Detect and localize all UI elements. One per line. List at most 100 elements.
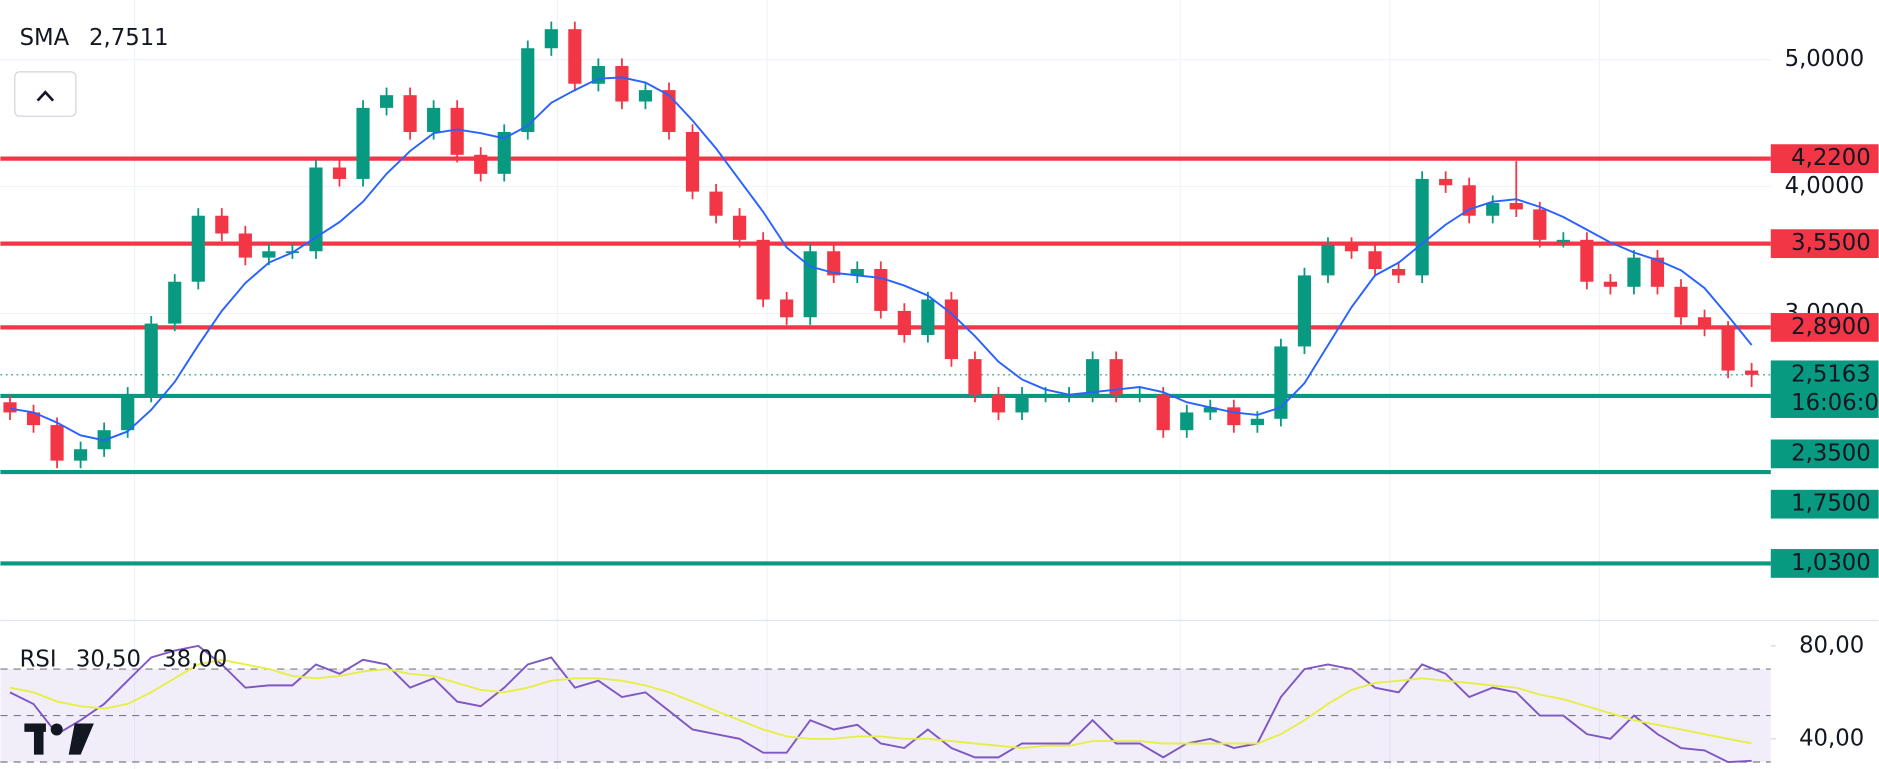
collapse-icon — [36, 90, 55, 102]
candle-body — [215, 215, 229, 234]
candle-body — [474, 154, 488, 174]
candle-body — [262, 251, 276, 258]
candle-body — [662, 90, 676, 132]
candle-body — [144, 323, 158, 395]
candle-body — [1227, 407, 1241, 426]
candle-body — [897, 310, 911, 336]
candle-body — [1086, 359, 1100, 395]
grid — [133, 0, 1601, 769]
candle-body — [615, 65, 629, 102]
candle-body — [191, 215, 205, 282]
candle-body — [1721, 328, 1735, 371]
price-label-box — [1770, 313, 1879, 342]
candle-body — [356, 107, 370, 179]
rsi-ma-value: 38,00 — [162, 646, 227, 672]
candle-body — [968, 359, 982, 395]
candle-body — [827, 251, 841, 276]
candle-body — [26, 412, 41, 426]
candle-body — [332, 167, 347, 179]
candle-body — [1368, 251, 1382, 270]
candle-body — [874, 269, 888, 311]
indicator-value: 2,7511 — [89, 25, 169, 51]
candle-body — [638, 90, 653, 102]
y-tick-label: 4,0000 — [1785, 173, 1865, 199]
candle-body — [780, 299, 794, 318]
candle-body — [568, 29, 582, 84]
plot — [0, 21, 1776, 764]
price-label-box — [1770, 144, 1879, 173]
candle-body — [238, 233, 252, 258]
y-tick-label: 80,00 — [1799, 632, 1864, 658]
candle-body — [3, 402, 17, 413]
candle-body — [168, 281, 182, 324]
candle-body — [1297, 275, 1312, 347]
candle-body — [1486, 203, 1500, 216]
rsi-line — [9, 644, 1752, 764]
level-label: 4,2200 — [1791, 145, 1871, 171]
level-label: 1,0300 — [1791, 550, 1871, 576]
price-label-box — [1770, 360, 1879, 418]
candle-body — [1650, 257, 1665, 287]
candle-body — [685, 131, 700, 192]
candle-body — [121, 394, 135, 431]
candle-body — [1133, 394, 1147, 397]
candle-body — [850, 269, 864, 276]
candle-body — [733, 215, 747, 240]
candle-body — [1344, 244, 1359, 252]
candle-body — [944, 299, 959, 360]
candle-body — [1180, 412, 1194, 431]
candle-body — [921, 299, 935, 336]
candle-body — [1015, 394, 1029, 413]
candle-body — [1603, 281, 1617, 287]
level-label: 3,5500 — [1791, 230, 1871, 256]
rsi-title: RSI — [20, 646, 57, 672]
price-label-box — [1770, 489, 1879, 519]
candle-body — [74, 449, 88, 461]
candle-body — [1462, 185, 1476, 216]
candle-body — [1392, 269, 1406, 276]
candle-body — [521, 48, 535, 132]
price-label-box — [1770, 549, 1879, 578]
candle-body — [1250, 418, 1264, 426]
candle-body — [1156, 394, 1170, 431]
candle-body — [1038, 394, 1053, 397]
candle-body — [1203, 407, 1217, 413]
candle-body — [991, 394, 1006, 413]
candle-body — [427, 107, 441, 132]
candle-body — [1697, 317, 1712, 329]
candle-body — [1321, 244, 1335, 276]
candle-body — [1439, 178, 1453, 186]
current-price-label: 2,5163 — [1791, 361, 1871, 387]
candle-body — [1674, 286, 1688, 318]
candle-body — [709, 191, 723, 216]
candle-body — [1533, 209, 1547, 240]
level-label: 1,7500 — [1791, 491, 1871, 517]
countdown-label: 16:06:0 — [1791, 390, 1879, 416]
candle-body — [1274, 346, 1288, 419]
candle-body — [379, 95, 394, 108]
rsi-value: 30,50 — [76, 646, 141, 672]
logo-part — [68, 723, 94, 755]
y-tick-label: 5,0000 — [1785, 46, 1865, 72]
price-label-box — [1770, 439, 1879, 469]
rsi-line — [9, 658, 1752, 750]
candle-body — [50, 425, 64, 461]
candle-body — [1556, 239, 1570, 242]
candle-body — [803, 251, 817, 318]
candle-body — [1745, 370, 1759, 375]
y-tick-label: 40,00 — [1799, 725, 1864, 751]
candle-body — [497, 131, 511, 174]
candle-body — [756, 239, 770, 300]
level-label: 2,3500 — [1791, 440, 1871, 466]
logo-part — [50, 723, 63, 736]
sma-line — [9, 76, 1753, 442]
candle-body — [403, 95, 417, 132]
price-label-box — [1770, 229, 1879, 259]
logo — [24, 723, 94, 755]
candle-body — [1580, 239, 1594, 282]
candle-body — [544, 29, 558, 49]
indicator-name: SMA — [20, 25, 70, 51]
candle-body — [309, 167, 323, 252]
